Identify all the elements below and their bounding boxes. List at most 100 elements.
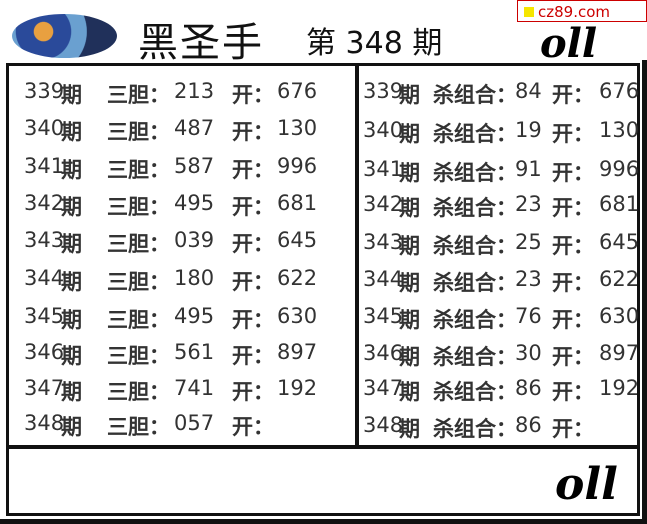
open-value: 630: [599, 304, 640, 328]
list-item: 342 期杀组合： 23 开： 681: [359, 192, 640, 220]
list-item: 346 期 三胆： 561 开： 897: [9, 340, 355, 368]
value: 91: [515, 157, 542, 181]
watermark: cz89.com: [517, 0, 647, 22]
footer-panel: oll: [6, 446, 640, 516]
period-suffix: 期: [399, 234, 420, 258]
value: 76: [515, 304, 542, 328]
header: 黑圣手 第 348 期 oll cz89.com: [0, 0, 647, 67]
open-value: 192: [599, 376, 640, 400]
open-label: 开：: [232, 308, 274, 332]
list-item: 348 期杀组合： 86 开：: [359, 413, 637, 441]
period-suffix: 期: [399, 271, 420, 295]
period-suffix: 期: [399, 196, 420, 220]
period-number: 347: [24, 376, 65, 400]
period-number: 339: [24, 79, 65, 103]
period-number: 341: [24, 154, 65, 178]
list-item: 343 期 三胆： 039 开： 645: [9, 228, 355, 256]
period-suffix: 期: [61, 308, 82, 332]
value: 23: [515, 192, 542, 216]
period-suffix: 期: [61, 158, 82, 182]
open-value: 192: [277, 376, 318, 400]
open-label: 开：: [232, 232, 274, 256]
period-number: 342: [363, 192, 404, 216]
signature-logo: oll: [540, 20, 598, 67]
value: 561: [174, 340, 215, 364]
value: 039: [174, 228, 215, 252]
period-suffix: 期: [61, 270, 82, 294]
label: 三胆：: [107, 270, 170, 294]
label: 杀组合：: [433, 380, 517, 404]
value: 30: [515, 341, 542, 365]
list-item: 347 期杀组合： 86 开： 192: [359, 376, 640, 404]
value: 86: [515, 413, 542, 437]
label: 三胆：: [107, 380, 170, 404]
label: 三胆：: [107, 308, 170, 332]
list-item: 348 期 三胆： 057 开：: [9, 411, 355, 439]
period-suffix: 期: [399, 417, 420, 441]
list-item: 341 期杀组合： 91 开： 996: [359, 157, 640, 185]
open-label: 开：: [232, 344, 274, 368]
label: 杀组合：: [433, 308, 517, 332]
value: 19: [515, 118, 542, 142]
period-suffix: 期: [399, 380, 420, 404]
list-item: 342 期 三胆： 495 开： 681: [9, 191, 355, 219]
open-value: 676: [599, 79, 640, 103]
page-title: 黑圣手: [138, 20, 264, 66]
period-number: 342: [24, 191, 65, 215]
period-number: 348: [363, 413, 404, 437]
sandan-panel: 339 期三胆： 213 开： 676 340 期三胆： 487 开： 130 341 期三胆： 587…: [6, 63, 358, 448]
list-item: 345 期 三胆： 495 开： 630: [9, 304, 355, 332]
label: 三胆：: [107, 120, 170, 144]
period-number: 344: [24, 266, 65, 290]
value: 587: [174, 154, 215, 178]
period-number: 343: [363, 230, 404, 254]
list-item: 343 期杀组合： 25 开： 645: [359, 230, 640, 258]
label: 三胆：: [107, 232, 170, 256]
open-label: 开：: [552, 83, 594, 107]
value: 495: [174, 191, 215, 215]
open-value: 645: [277, 228, 318, 252]
open-label: 开：: [232, 83, 274, 107]
label: 三胆：: [107, 83, 170, 107]
label: 杀组合：: [433, 417, 517, 441]
list-item: 347 期 三胆： 741 开： 192: [9, 376, 355, 404]
list-item: 344 期 三胆： 180 开： 622: [9, 266, 355, 294]
open-value: 645: [599, 230, 640, 254]
period-suffix: 期: [61, 120, 82, 144]
list-item: 340 期杀组合： 19 开： 130: [359, 118, 639, 146]
value: 487: [174, 116, 215, 140]
open-value: 622: [277, 266, 318, 290]
period-suffix: 期: [399, 83, 420, 107]
open-value: 996: [599, 157, 640, 181]
period-number: 339: [363, 79, 404, 103]
open-value: 681: [599, 192, 640, 216]
list-item: 345 期杀组合： 76 开： 630: [359, 304, 640, 332]
label: 杀组合：: [433, 83, 517, 107]
value: 25: [515, 230, 542, 254]
list-item: 346 期杀组合： 30 开： 897: [359, 341, 639, 369]
period-number: 346: [363, 341, 404, 365]
period-number: 344: [363, 267, 404, 291]
list-item: 341 期 三胆： 587 开： 996: [9, 154, 355, 182]
open-label: 开：: [552, 271, 594, 295]
period-suffix: 期: [61, 415, 82, 439]
period-number: 341: [363, 157, 404, 181]
open-label: 开：: [232, 270, 274, 294]
period-number: 346: [24, 340, 65, 364]
square-icon: [524, 7, 534, 17]
open-label: 开：: [552, 345, 594, 369]
open-label: 开：: [552, 417, 594, 441]
list-item: 339 期 三胆： 213 开： 676: [9, 79, 355, 107]
label: 三胆：: [107, 195, 170, 219]
logo-icon: [12, 14, 117, 58]
issue-number: 第 348 期: [306, 26, 443, 61]
label: 杀组合：: [433, 234, 517, 258]
period-suffix: 期: [399, 308, 420, 332]
open-label: 开：: [232, 195, 274, 219]
open-value: 897: [277, 340, 318, 364]
open-label: 开：: [232, 380, 274, 404]
open-value: 681: [277, 191, 318, 215]
list-item: 340 期 三胆： 487 开： 130: [9, 116, 355, 144]
period-number: 348: [24, 411, 65, 435]
label: 杀组合：: [433, 161, 517, 185]
